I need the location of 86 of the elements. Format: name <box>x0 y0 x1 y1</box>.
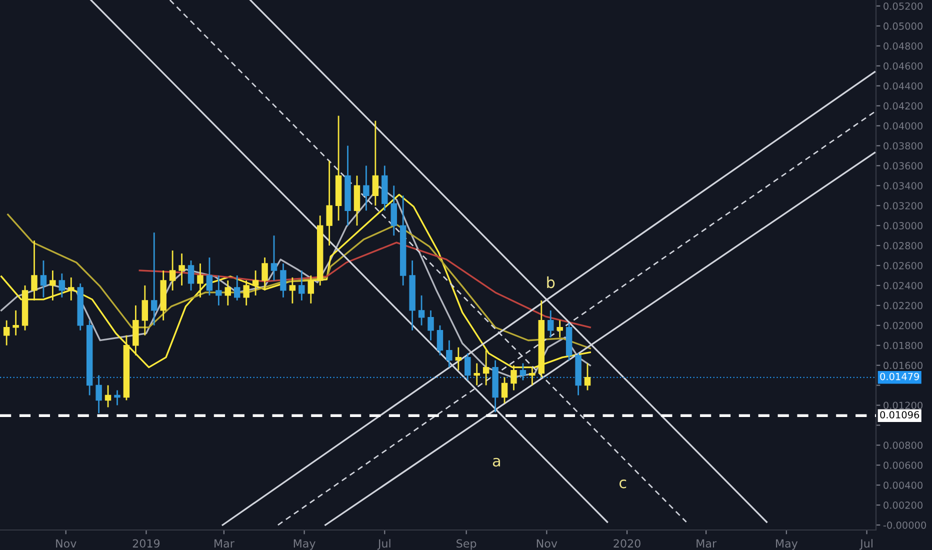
candlestick <box>3 320 10 346</box>
annotation: a <box>492 458 500 467</box>
candlestick <box>584 362 591 391</box>
candlestick <box>520 362 526 381</box>
y-tick-label: 0.01600 <box>884 362 923 370</box>
y-tick-label: 0.02200 <box>884 302 923 310</box>
candlestick <box>40 260 47 298</box>
candlestick <box>280 262 286 298</box>
y-tick-label: 0.02600 <box>884 262 923 270</box>
candlestick <box>501 376 508 404</box>
candlestick <box>270 234 278 282</box>
candlestick <box>216 274 222 306</box>
ref-line-label: 0.01479 <box>880 372 920 380</box>
candlestick <box>308 274 314 304</box>
candlestick <box>224 280 232 306</box>
candlestick <box>289 276 296 304</box>
y-tick-label: 0.05200 <box>884 2 923 10</box>
y-tick-label: 0.00600 <box>884 462 923 469</box>
x-tick-label: May <box>294 539 316 550</box>
candlestick <box>50 270 56 302</box>
y-tick-label: 0.03200 <box>884 202 923 210</box>
y-tick-label: 0.03400 <box>884 182 923 190</box>
y-tick-label: 0.02800 <box>884 242 923 250</box>
annotation: b <box>547 276 555 288</box>
y-tick-label: 0.00400 <box>884 482 923 489</box>
candlestick <box>252 270 259 296</box>
y-tick-label: 0.04400 <box>884 82 923 90</box>
candlestick <box>142 284 148 336</box>
candlestick <box>363 164 370 212</box>
candlestick <box>234 274 240 302</box>
candlestick <box>206 256 213 296</box>
candlestick <box>548 310 554 338</box>
x-tick-label: Nov <box>56 539 76 548</box>
y-tick-label: 0.04200 <box>884 102 923 110</box>
candlestick <box>151 232 158 326</box>
x-tick-label: Jul <box>860 539 872 550</box>
candlestick <box>12 310 19 336</box>
y-tick-label: 0.02000 <box>884 322 923 330</box>
y-tick-label: 0.04000 <box>884 122 923 130</box>
x-tick-label: 2020 <box>614 539 640 548</box>
y-tick-label: 0.04800 <box>884 42 923 50</box>
annotation: c <box>619 480 626 488</box>
y-tick-label: 0.01800 <box>884 342 923 350</box>
ref-line-label: 0.01096 <box>880 411 920 418</box>
y-tick-label: 0.00200 <box>884 502 923 509</box>
x-tick-label: May <box>776 539 798 550</box>
y-tick-label: 0.03000 <box>884 222 923 230</box>
candlestick <box>428 310 434 342</box>
candlestick <box>197 262 204 298</box>
y-tick-label: 0.03800 <box>884 142 923 150</box>
x-tick-label: 2019 <box>132 539 160 548</box>
y-tick-label: 0.03600 <box>884 162 923 170</box>
candlestick <box>243 280 250 306</box>
candlestick <box>104 384 112 408</box>
candlestick <box>31 240 38 302</box>
candlestick <box>455 346 462 371</box>
line-series <box>138 242 591 328</box>
candlestick <box>474 362 480 386</box>
candlestick <box>58 272 66 298</box>
candlestick <box>326 160 332 246</box>
candlestick <box>188 260 194 292</box>
candlestick <box>390 184 397 236</box>
y-tick-label: 0.00800 <box>884 442 923 449</box>
candlestick <box>436 324 444 356</box>
candlestick <box>446 340 452 368</box>
candlestick <box>96 374 102 414</box>
candlestick <box>418 294 425 326</box>
candlestick <box>169 250 176 292</box>
candlestick <box>178 252 185 286</box>
y-tick-label: -0.00000 <box>883 521 926 529</box>
candlestick <box>68 276 74 302</box>
y-tick-label: 0.04600 <box>884 62 923 70</box>
candlestick <box>298 270 305 302</box>
candlestick <box>556 320 563 338</box>
candlestick <box>464 352 471 381</box>
x-tick-label: Mar <box>696 539 717 548</box>
y-tick-label: 0.05000 <box>884 22 923 30</box>
candlestick <box>114 390 120 406</box>
y-tick-label: 0.01200 <box>884 402 923 410</box>
candlestick <box>262 256 268 292</box>
x-tick-label: Mar <box>214 539 234 548</box>
x-tick-label: Sep <box>456 539 476 550</box>
x-tick-label: Jul <box>377 539 390 550</box>
candlestick <box>372 120 379 206</box>
x-tick-label: Nov <box>536 539 558 548</box>
y-tick-label: 0.02400 <box>884 282 923 290</box>
